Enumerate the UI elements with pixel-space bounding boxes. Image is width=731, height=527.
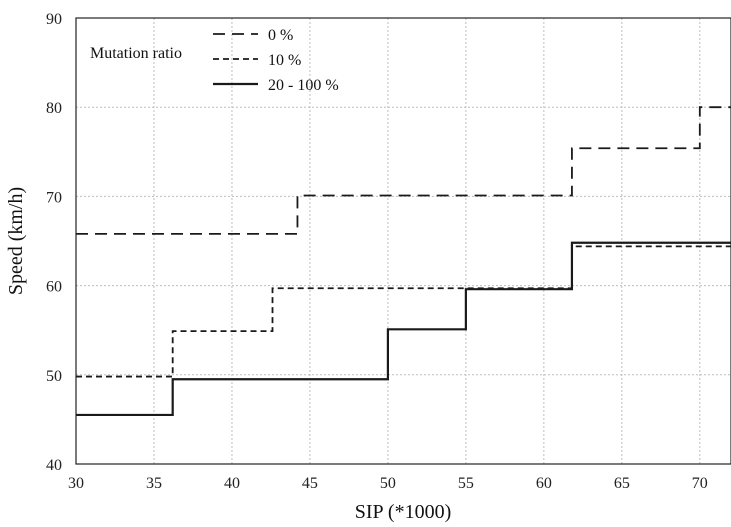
y-axis-title: Speed (km/h) (5, 187, 27, 295)
x-axis-title: SIP (*1000) (355, 501, 451, 523)
legend-entry-label: 10 % (268, 52, 301, 69)
legend: Mutation ratio 0 % 10 % 20 - 100 % (90, 27, 339, 94)
y-tick-label: 60 (46, 279, 62, 296)
x-tick-labels: 30 35 40 45 50 55 60 65 70 (68, 475, 708, 492)
y-tick-label: 50 (46, 368, 62, 385)
legend-entry-label: 0 % (268, 27, 293, 44)
legend-entry-label: 20 - 100 % (268, 77, 339, 94)
x-tick-label: 65 (614, 475, 630, 492)
y-tick-label: 70 (46, 189, 62, 206)
x-tick-label: 40 (224, 475, 240, 492)
series-line (76, 241, 731, 417)
x-tick-label: 45 (302, 475, 318, 492)
legend-title: Mutation ratio (90, 45, 182, 62)
plot-frame (75, 17, 731, 465)
y-tick-labels: 40 50 60 70 80 90 (46, 11, 62, 474)
plot-series (76, 106, 731, 417)
y-tick-label: 80 (46, 100, 62, 117)
x-tick-label: 60 (536, 475, 552, 492)
series-line (76, 106, 731, 235)
x-tick-label: 70 (692, 475, 708, 492)
series-line (76, 245, 731, 378)
grid (76, 18, 731, 464)
y-tick-label: 90 (46, 11, 62, 28)
x-tick-label: 35 (146, 475, 162, 492)
y-tick-label: 40 (46, 457, 62, 474)
x-tick-label: 50 (380, 475, 396, 492)
x-tick-label: 30 (68, 475, 84, 492)
x-tick-label: 55 (458, 475, 474, 492)
